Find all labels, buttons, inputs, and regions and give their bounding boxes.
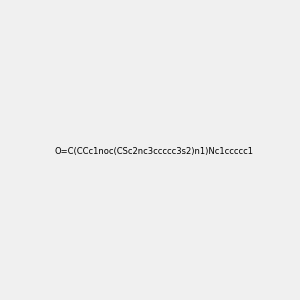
Text: O=C(CCc1noc(CSc2nc3ccccc3s2)n1)Nc1ccccc1: O=C(CCc1noc(CSc2nc3ccccc3s2)n1)Nc1ccccc1 xyxy=(54,147,253,156)
